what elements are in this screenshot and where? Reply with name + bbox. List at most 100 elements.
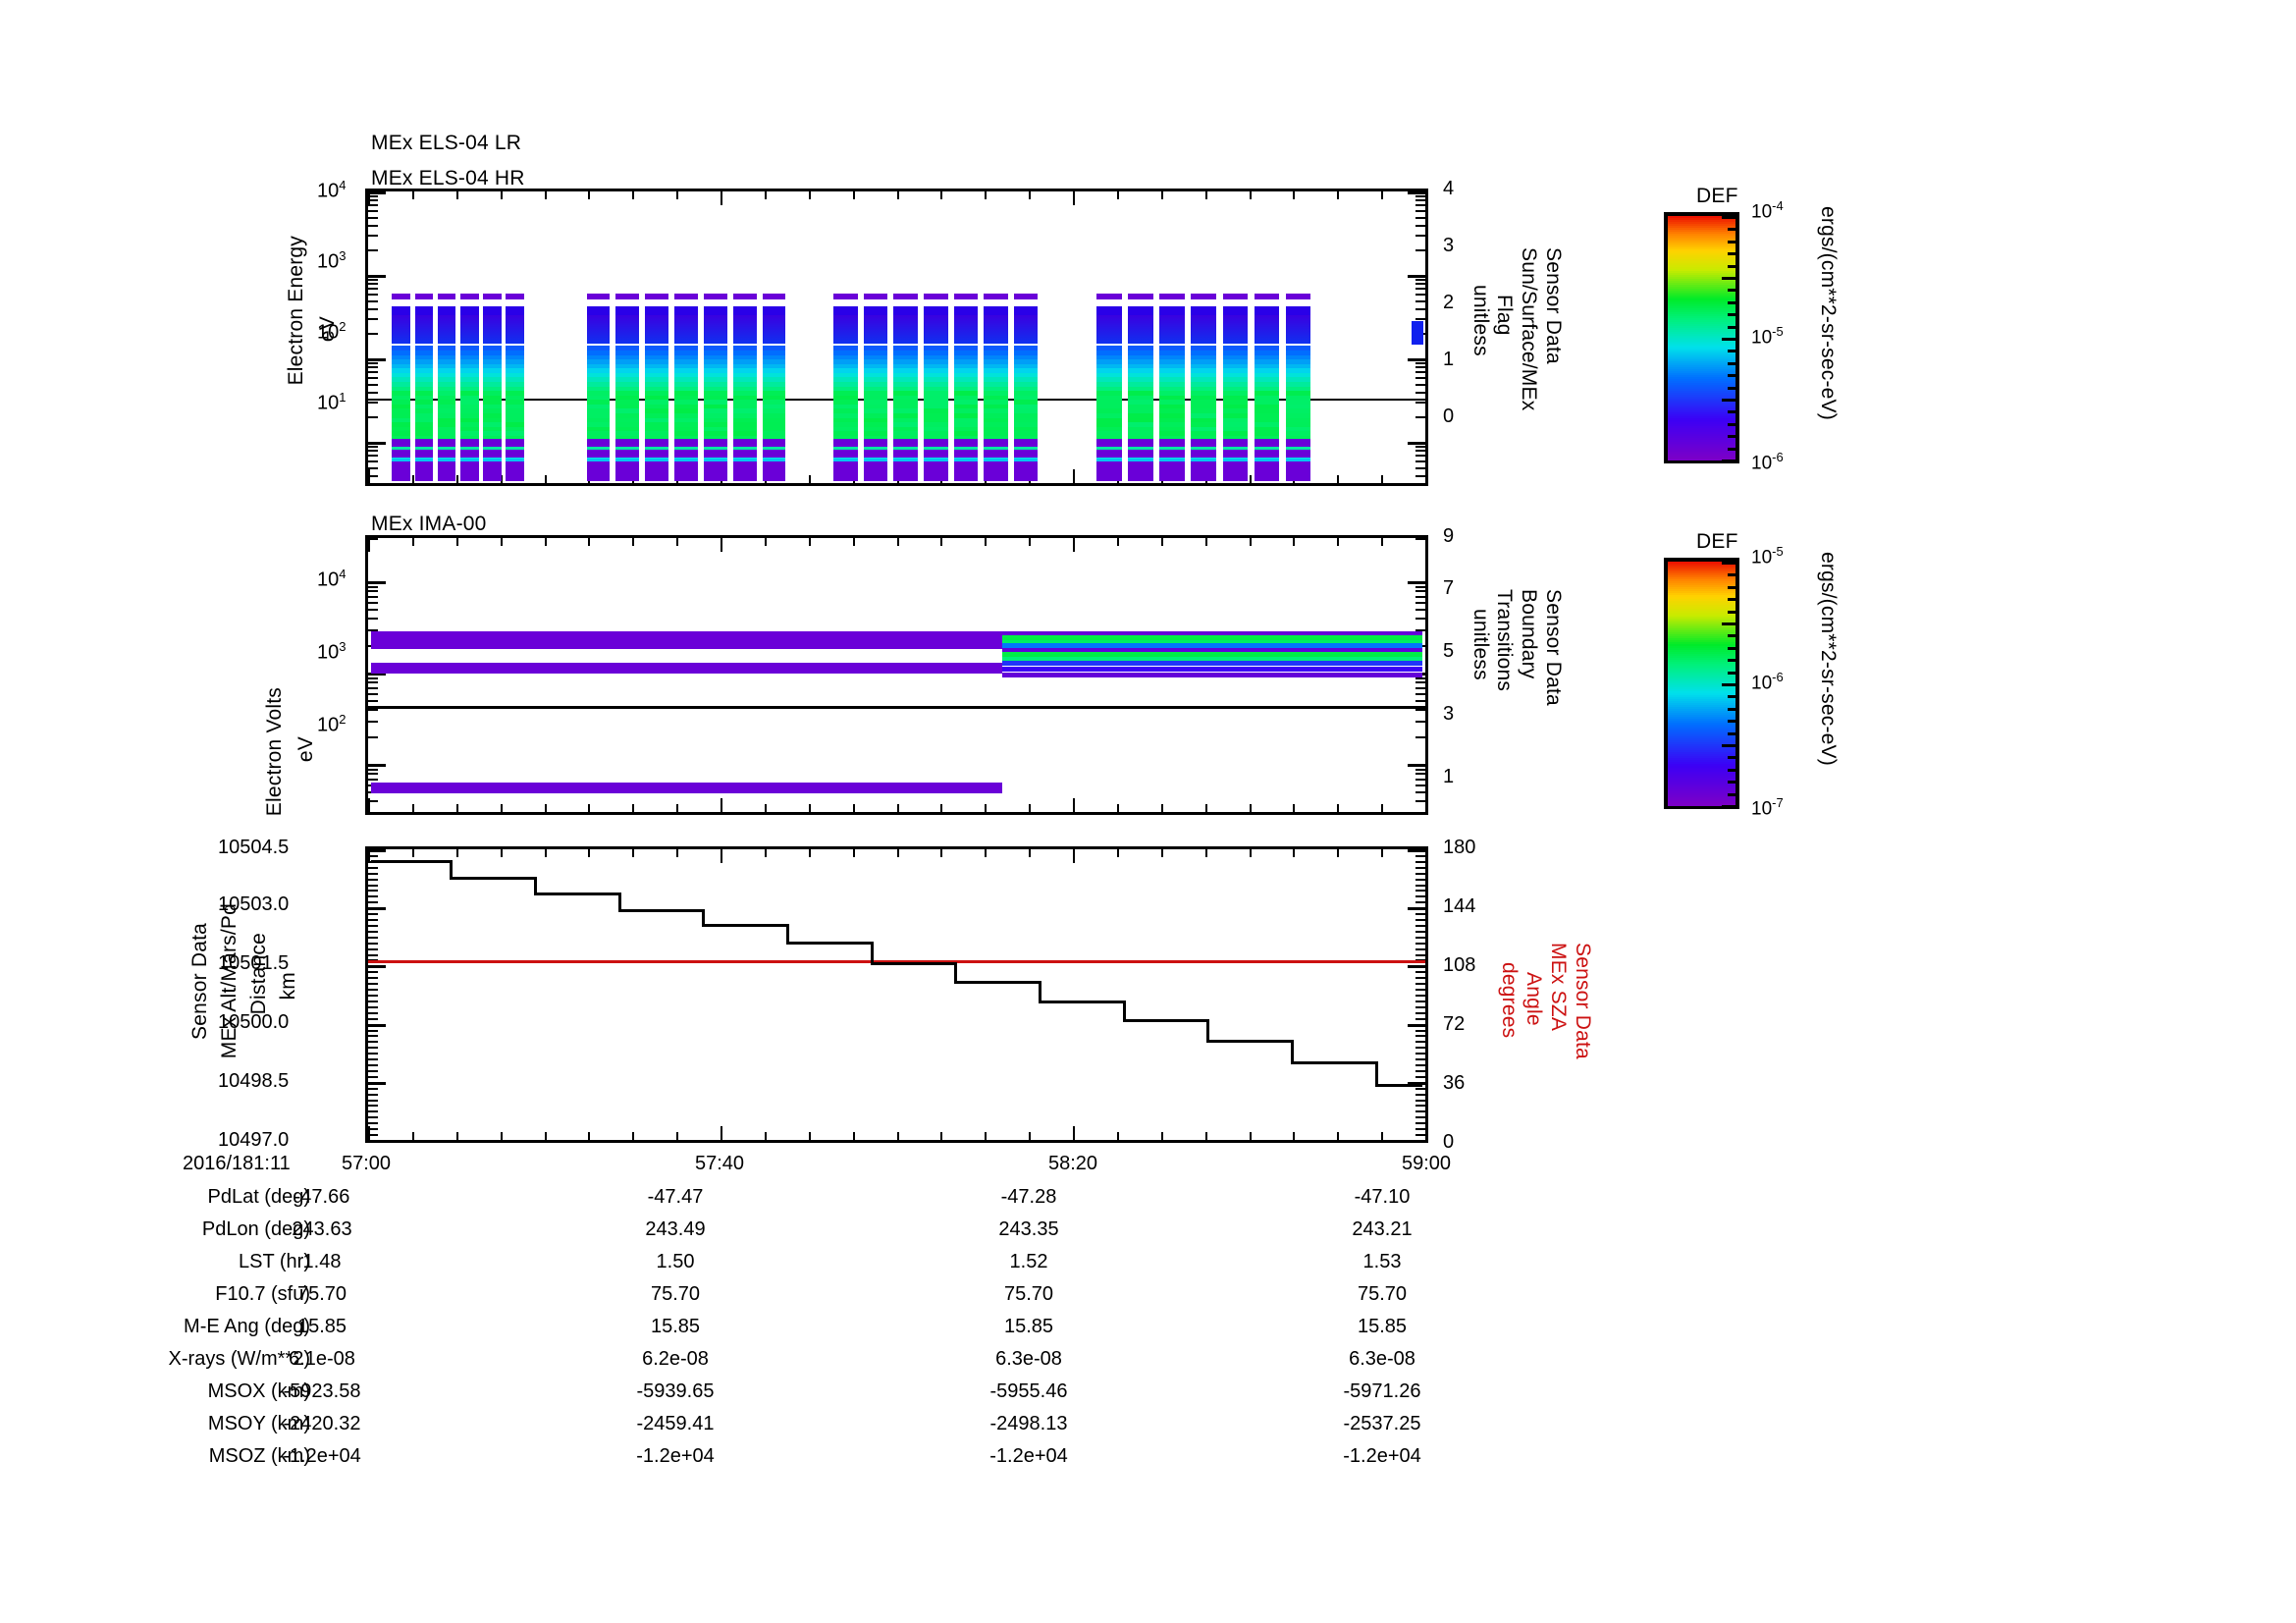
y-tick-minor — [1415, 194, 1425, 197]
spectro-cell — [674, 372, 698, 379]
colorbar-segment — [1668, 346, 1735, 349]
spectro-cell — [984, 472, 1008, 481]
spectro-cell — [1285, 445, 1311, 451]
y-tick-minor — [368, 676, 378, 679]
spectro-cell — [1128, 458, 1153, 464]
panel3-plot-area[interactable] — [365, 846, 1428, 1143]
spectro-cell — [924, 372, 948, 379]
table-cell: -2537.25 — [1343, 1413, 1421, 1434]
spectro-cell — [615, 350, 640, 356]
x-tick — [676, 849, 679, 857]
spectro-cell — [953, 395, 979, 402]
spectro-cell — [762, 400, 786, 406]
spectro-cell — [984, 368, 1008, 374]
x-tick — [1425, 849, 1427, 863]
panel1-right-label-3: Flag — [1493, 295, 1516, 336]
spectro-cell — [1254, 450, 1280, 459]
spectro-cell — [732, 431, 757, 437]
spectro-cell — [460, 438, 479, 447]
spectro-cell — [460, 391, 479, 397]
table-cell: 75.70 — [296, 1283, 347, 1305]
y-tick-minor — [368, 361, 378, 364]
altitude-step — [786, 941, 871, 945]
colorbar-segment — [1668, 593, 1735, 596]
table-cell: -5939.65 — [636, 1380, 715, 1402]
altitude-step — [870, 941, 874, 963]
spectro-cell — [732, 315, 757, 344]
panel2-plot-area[interactable] — [365, 535, 1428, 815]
panel2-right-label-1: Sensor Data — [1542, 589, 1565, 706]
panel1-right-tick-1: 3 — [1443, 235, 1455, 256]
y-tick-minor — [368, 1047, 378, 1050]
colorbar-segment — [1668, 605, 1735, 608]
x-tick — [1425, 538, 1427, 552]
x-tick — [1249, 1132, 1252, 1140]
y-tick-major — [1408, 441, 1425, 445]
spectro-cell — [1285, 417, 1311, 424]
y-tick-minor — [368, 1116, 378, 1119]
colorbar-segment — [1668, 418, 1735, 421]
colorbar-1-title: DEF — [1696, 185, 1738, 207]
spectro-cell — [506, 315, 524, 344]
colorbar-tick — [1728, 289, 1735, 293]
x-tick — [808, 191, 811, 199]
spectro-cell — [953, 315, 979, 344]
y-tick-minor — [1415, 1017, 1425, 1020]
spectro-cell — [833, 450, 858, 459]
panel2-right-label-4: unitless — [1469, 609, 1492, 680]
panel1-plot-area[interactable] — [365, 189, 1428, 486]
spectro-cell — [1128, 350, 1153, 356]
spectro-cell — [460, 431, 479, 437]
colorbar-2-bottom-label: 10-7 — [1751, 795, 1784, 820]
y-tick-minor — [368, 1105, 378, 1108]
y-tick-minor — [368, 333, 378, 336]
spectro-cell — [1285, 346, 1311, 352]
colorbar-segment — [1668, 634, 1735, 637]
colorbar-segment — [1668, 699, 1735, 702]
colorbar-tick — [1728, 410, 1735, 414]
y-tick-minor — [1415, 1029, 1425, 1032]
spectro-cell — [414, 354, 434, 361]
colorbar-segment — [1668, 591, 1735, 594]
spectro-cell — [414, 435, 434, 442]
colorbar-segment — [1668, 613, 1735, 616]
x-tick — [985, 191, 988, 199]
x-tick — [1337, 191, 1340, 199]
spectro-cell — [984, 422, 1008, 428]
colorbar-segment — [1668, 381, 1735, 384]
spectro-cell — [506, 461, 524, 470]
spectro-cell — [1222, 461, 1249, 470]
x-tick — [1249, 538, 1252, 546]
spectro-cell — [1159, 377, 1185, 383]
spectro-cell — [953, 346, 979, 352]
x-tick — [896, 538, 899, 546]
spectro-cell — [392, 391, 410, 397]
spectro-cell — [953, 450, 979, 459]
spectro-cell — [1191, 422, 1217, 428]
spectro-cell — [615, 400, 640, 406]
colorbar-segment — [1668, 245, 1735, 248]
y-tick-minor — [1415, 538, 1425, 540]
spectro-cell — [703, 417, 727, 424]
spectro-cell — [1159, 450, 1185, 459]
colorbar-segment — [1668, 758, 1735, 761]
spectro-cell — [863, 372, 888, 379]
x-tick — [808, 849, 811, 857]
spectro-cell — [437, 350, 456, 356]
colorbar-segment — [1668, 448, 1735, 451]
colorbar-segment — [1668, 764, 1735, 767]
x-tick — [1160, 1132, 1163, 1140]
colorbar-segment — [1668, 375, 1735, 378]
spectro-cell — [924, 315, 948, 344]
spectro-cell — [893, 372, 918, 379]
y-tick-minor — [1415, 1122, 1425, 1125]
y-tick-minor — [1415, 736, 1425, 739]
spectro-cell — [1222, 417, 1249, 424]
spectro-cell — [506, 346, 524, 352]
spectro-cell — [762, 472, 786, 481]
y-tick-minor — [1415, 947, 1425, 950]
x-tick — [1160, 804, 1163, 812]
spectro-cell — [1095, 458, 1122, 464]
colorbar-segment — [1668, 713, 1735, 716]
spectro-cell — [924, 395, 948, 402]
